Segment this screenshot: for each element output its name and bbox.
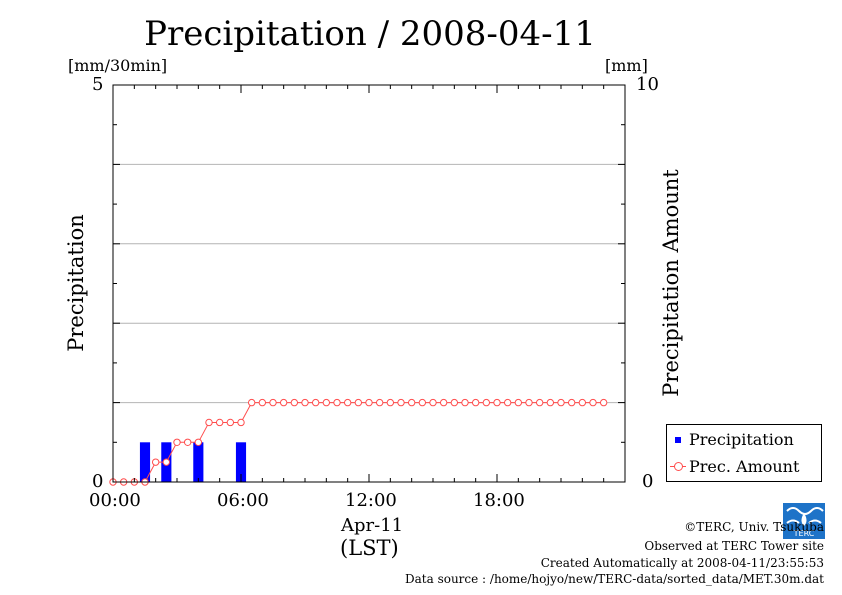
prec-amount-point bbox=[311, 398, 320, 407]
prec-amount-point bbox=[546, 398, 555, 407]
axis-ticks bbox=[112, 84, 626, 483]
left-axis-title: Precipitation bbox=[64, 214, 88, 352]
right-axis-title: Precipitation Amount bbox=[659, 169, 683, 397]
left-tick-0: 0 bbox=[92, 471, 104, 492]
legend-marker-swatch bbox=[674, 462, 683, 471]
prec-amount-point bbox=[535, 398, 544, 407]
prec-amount-point bbox=[173, 438, 181, 446]
right-axis-unit: [mm] bbox=[605, 56, 648, 75]
prec-amount-point bbox=[471, 398, 480, 407]
prec-amount-point bbox=[162, 458, 171, 466]
x-tick-0000: 00:00 bbox=[89, 490, 141, 511]
left-axis-unit: [mm/30min] bbox=[68, 56, 168, 75]
credit-observed: Observed at TERC Tower site bbox=[644, 539, 824, 553]
legend-label: Prec. Amount bbox=[689, 457, 800, 476]
prec-amount-point bbox=[386, 398, 395, 407]
prec-amount-point bbox=[525, 398, 533, 407]
prec-amount-point bbox=[301, 398, 309, 407]
legend-item-prec-amount: Prec. Amount bbox=[667, 455, 821, 479]
x-date-label: Apr-11 bbox=[341, 515, 404, 536]
prec-amount-point bbox=[226, 418, 235, 427]
legend: Precipitation Prec. Amount bbox=[666, 424, 822, 482]
precipitation-bar bbox=[139, 442, 151, 482]
x-tick-1200: 12:00 bbox=[345, 490, 397, 511]
x-tick-1800: 18:00 bbox=[473, 490, 525, 511]
prec-amount-point bbox=[269, 398, 277, 407]
prec-amount-line bbox=[109, 398, 608, 486]
credit-copyright: ©TERC, Univ. Tsukuba bbox=[684, 520, 824, 534]
x-tick-0600: 06:00 bbox=[217, 490, 269, 511]
prec-amount-point bbox=[333, 398, 341, 407]
chart-title: Precipitation / 2008-04-11 bbox=[144, 14, 596, 54]
precipitation-bar bbox=[235, 442, 247, 482]
plot-frame bbox=[112, 84, 626, 483]
left-tick-5: 5 bbox=[92, 74, 104, 95]
prec-amount-point bbox=[439, 398, 448, 407]
prec-amount-point bbox=[578, 398, 587, 407]
x-axis-title: (LST) bbox=[340, 536, 399, 560]
legend-label: Precipitation bbox=[689, 430, 794, 449]
prec-amount-point bbox=[599, 398, 608, 407]
prec-amount-point bbox=[589, 398, 597, 407]
prec-amount-point bbox=[237, 418, 245, 427]
prec-amount-point bbox=[290, 398, 299, 407]
terc-logo-text: TERC bbox=[793, 529, 815, 538]
credit-created: Created Automatically at 2008-04-11/23:5… bbox=[540, 556, 824, 570]
prec-amount-point bbox=[322, 398, 331, 407]
prec-amount-point bbox=[461, 398, 469, 407]
prec-amount-point bbox=[429, 398, 437, 407]
prec-amount-point bbox=[397, 398, 405, 407]
prec-amount-point bbox=[503, 398, 512, 407]
prec-amount-point bbox=[343, 398, 352, 407]
legend-item-precipitation: Precipitation bbox=[667, 428, 821, 452]
prec-amount-point bbox=[514, 398, 523, 407]
prec-amount-point bbox=[450, 398, 459, 407]
prec-amount-point bbox=[375, 398, 384, 407]
prec-amount-point bbox=[567, 398, 576, 407]
prec-amount-point bbox=[247, 398, 256, 407]
prec-amount-point bbox=[365, 398, 373, 407]
right-tick-0: 0 bbox=[642, 471, 654, 492]
prec-amount-point bbox=[151, 458, 160, 466]
prec-amount-point bbox=[183, 438, 192, 446]
prec-amount-point bbox=[354, 398, 363, 407]
prec-amount-point bbox=[557, 398, 565, 407]
gridlines bbox=[113, 163, 625, 404]
right-tick-10: 10 bbox=[636, 74, 659, 95]
prec-amount-point bbox=[482, 398, 491, 407]
prec-amount-point bbox=[194, 438, 203, 446]
precipitation-bar bbox=[193, 442, 204, 482]
credit-source: Data source : /home/hojyo/new/TERC-data/… bbox=[405, 572, 824, 586]
prec-amount-point bbox=[418, 398, 427, 407]
prec-amount-point bbox=[407, 398, 416, 407]
prec-amount-point bbox=[279, 398, 288, 407]
prec-amount-point bbox=[215, 418, 224, 427]
prec-amount-point bbox=[205, 418, 213, 427]
legend-bar-swatch bbox=[675, 437, 681, 443]
terc-logo: TERC bbox=[783, 503, 825, 539]
prec-amount-point bbox=[493, 398, 501, 407]
prec-amount-point bbox=[258, 398, 267, 407]
